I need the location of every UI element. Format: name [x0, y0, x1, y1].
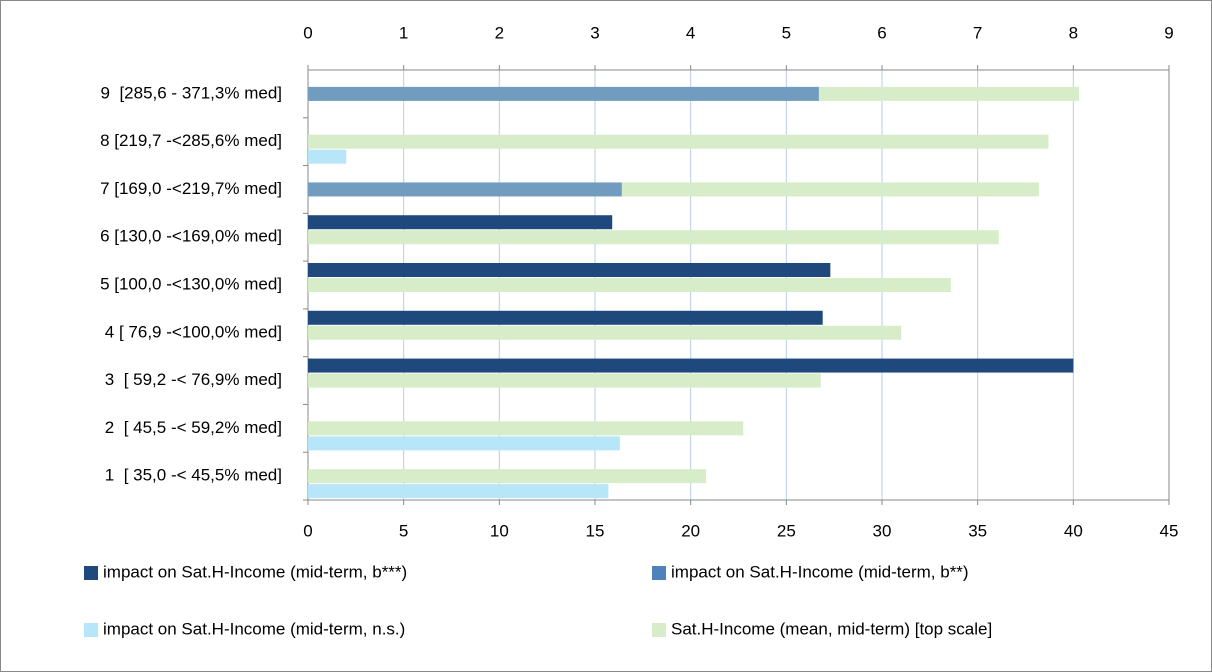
- legend-swatch: [84, 623, 98, 637]
- legend-label: impact on Sat.H-Income (mid-term, b***): [103, 562, 407, 581]
- y-tick-label: 7 [169,0 -<219,7% med]: [100, 179, 282, 198]
- bar: [308, 325, 902, 340]
- x-tick-label: 25: [777, 521, 796, 540]
- legend-label: impact on Sat.H-Income (mid-term, b**): [671, 562, 969, 581]
- y-tick-label: 4 [ 76,9 -<100,0% med]: [105, 322, 282, 341]
- x2-tick-label: 6: [877, 23, 886, 42]
- x2-tick-label: 5: [782, 23, 791, 42]
- bar: [308, 373, 821, 388]
- bar: [308, 310, 823, 325]
- bar: [308, 86, 819, 101]
- x-tick-label: 0: [303, 521, 312, 540]
- x-tick-label: 10: [490, 521, 509, 540]
- bar: [308, 421, 744, 436]
- x2-tick-label: 7: [973, 23, 982, 42]
- bar: [308, 263, 831, 277]
- x-tick-label: 5: [399, 521, 408, 540]
- y-tick-label: 6 [130,0 -<169,0% med]: [100, 227, 282, 246]
- x2-tick-label: 8: [1069, 23, 1078, 42]
- legend-swatch: [652, 566, 666, 580]
- bar: [308, 215, 613, 230]
- x-tick-label: 45: [1160, 521, 1179, 540]
- y-tick-label: 1 [ 35,0 -< 45,5% med]: [105, 466, 282, 485]
- legend-label: Sat.H-Income (mean, mid-term) [top scale…: [671, 619, 992, 638]
- x2-tick-label: 1: [399, 23, 408, 42]
- x-tick-label: 40: [1064, 521, 1083, 540]
- bar: [308, 278, 951, 292]
- legend-swatch: [84, 566, 98, 580]
- x-tick-label: 20: [681, 521, 700, 540]
- x2-tick-label: 2: [495, 23, 504, 42]
- y-tick-label: 2 [ 45,5 -< 59,2% med]: [105, 418, 282, 437]
- x-tick-label: 15: [586, 521, 605, 540]
- bar: [308, 436, 620, 451]
- y-tick-label: 3 [ 59,2 -< 76,9% med]: [105, 370, 282, 389]
- x-tick-label: 35: [968, 521, 987, 540]
- bar: [308, 469, 706, 484]
- legend-label: impact on Sat.H-Income (mid-term, n.s.): [103, 619, 405, 638]
- legend-swatch: [652, 623, 666, 637]
- bar: [308, 230, 999, 245]
- x2-tick-label: 9: [1164, 23, 1173, 42]
- bar: [308, 149, 347, 164]
- x2-tick-label: 0: [303, 23, 312, 42]
- bar: [308, 182, 622, 197]
- x-tick-label: 30: [873, 521, 892, 540]
- bar: [308, 484, 609, 499]
- x2-tick-label: 4: [686, 23, 695, 42]
- y-tick-label: 9 [285,6 - 371,3% med]: [101, 83, 282, 102]
- y-tick-label: 8 [219,7 -<285,6% med]: [100, 131, 282, 150]
- x2-tick-label: 3: [590, 23, 599, 42]
- bar: [308, 134, 1049, 149]
- bar: [308, 358, 1074, 373]
- y-tick-label: 5 [100,0 -<130,0% med]: [100, 274, 282, 293]
